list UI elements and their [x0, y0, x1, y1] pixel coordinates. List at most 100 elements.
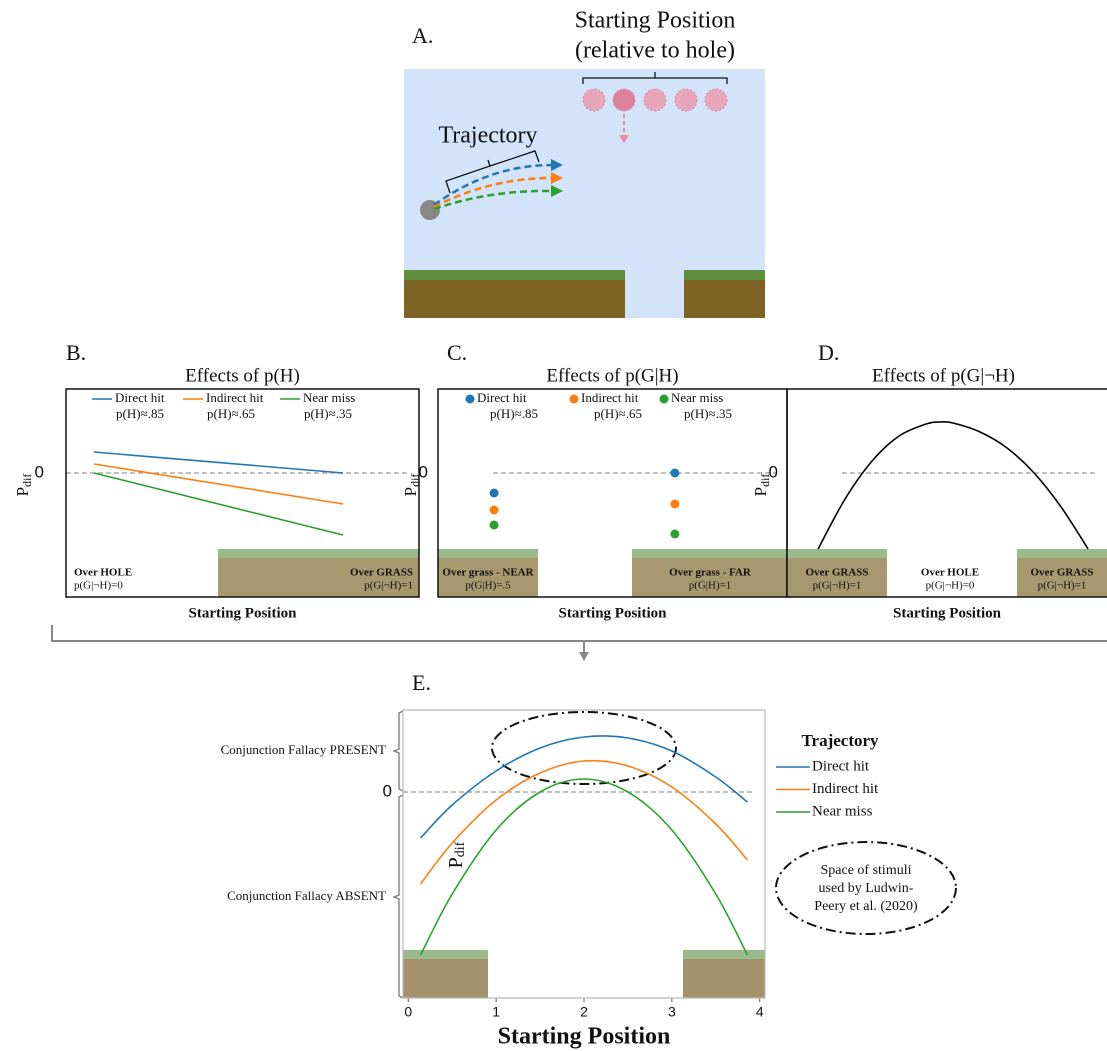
legend-label: Near miss	[671, 390, 723, 405]
legend-swatch	[660, 395, 669, 404]
annotation: p(G|¬H)=1	[364, 580, 413, 592]
legend-swatch	[570, 395, 579, 404]
x-tick-label: 4	[756, 1004, 764, 1020]
grass	[438, 549, 538, 558]
y-axis-label: Pdif	[13, 474, 34, 497]
point	[670, 469, 679, 478]
series-line	[94, 473, 343, 535]
y-axis-label-main: P	[401, 487, 420, 496]
legend-label: Direct hit	[812, 758, 870, 774]
legend-note: p(H)≈.35	[684, 406, 732, 421]
figure: A. Starting Position (relative to hole) …	[0, 0, 1107, 1051]
grass	[632, 549, 787, 558]
annotation: p(G|¬H)=1	[1038, 580, 1087, 592]
point	[670, 500, 679, 509]
annotation: p(G|¬H)=0	[926, 580, 975, 592]
series-line	[421, 779, 748, 955]
y-tick-label: 0	[35, 462, 44, 481]
y-axis-label-main: P	[751, 487, 770, 496]
x-tick-label: 2	[580, 1004, 588, 1020]
annotation: Starting Position	[575, 8, 736, 34]
annotation: Over GRASS	[1030, 567, 1093, 579]
annotation: Over grass - NEAR	[442, 567, 534, 579]
y-axis-label-subscript: dif	[408, 474, 422, 487]
x-axis-label: Starting Position	[189, 605, 298, 621]
point	[490, 506, 499, 515]
point	[490, 489, 499, 498]
annotation: p(G|H)=1	[689, 580, 732, 592]
panel-label: D.	[818, 340, 839, 365]
note: Peery et al. (2020)	[814, 899, 918, 914]
annotation: p(G|H)=.5	[465, 580, 511, 592]
legend-label: Near miss	[812, 803, 873, 819]
annotation: p(G|¬H)=1	[813, 580, 862, 592]
x-axis-label: Starting Position	[498, 1024, 671, 1050]
y-axis-label: Pdif	[445, 841, 469, 868]
start-position	[705, 89, 727, 111]
annotation: (relative to hole)	[575, 38, 735, 64]
note: Space of stimuli	[821, 863, 912, 878]
arrowhead	[579, 652, 589, 661]
y-axis-label: Pdif	[401, 474, 422, 497]
grass	[403, 950, 488, 959]
legend-label: Indirect hit	[812, 781, 879, 797]
annotation: Over HOLE	[921, 567, 979, 579]
start-position	[583, 89, 605, 111]
y-axis-label-subscript: dif	[453, 841, 468, 857]
x-axis-label: Starting Position	[559, 605, 668, 621]
legend-label: Direct hit	[115, 390, 165, 405]
legend-label: Near miss	[303, 390, 355, 405]
start-position	[644, 89, 666, 111]
x-tick-label: 1	[492, 1004, 500, 1020]
annotation: Conjunction Fallacy PRESENT	[221, 742, 386, 757]
legend-note: p(H)≈.65	[594, 406, 642, 421]
annotation: p(G|¬H)=0	[74, 580, 123, 592]
grass	[787, 549, 887, 558]
y-axis-label-subscript: dif	[758, 474, 772, 487]
soil	[684, 280, 765, 318]
chart-title: Effects of p(G|¬H)	[872, 365, 1015, 386]
chart-title: Effects of p(H)	[185, 365, 300, 386]
annotation: Trajectory	[438, 123, 537, 149]
legend-label: Indirect hit	[206, 390, 264, 405]
y-axis-label-subscript: dif	[20, 474, 34, 487]
grass	[683, 950, 765, 959]
legend-note: p(H)≈.85	[490, 406, 538, 421]
legend-note: p(H)≈.85	[116, 406, 164, 421]
panel-label: E.	[412, 670, 431, 695]
bracket	[394, 711, 403, 998]
legend-label: Direct hit	[477, 390, 527, 405]
legend-title: Trajectory	[801, 731, 879, 750]
panel-label: B.	[66, 340, 86, 365]
note: used by Ludwin-	[819, 881, 914, 896]
panel-label: A.	[412, 23, 433, 48]
x-tick-label: 3	[668, 1004, 676, 1020]
legend-label: Indirect hit	[581, 390, 639, 405]
y-axis-label-main: P	[13, 487, 32, 496]
annotation: Over HOLE	[74, 567, 132, 579]
annotation: Over GRASS	[805, 567, 868, 579]
grass	[218, 549, 419, 558]
start-position	[675, 89, 697, 111]
panel-a: A. Starting Position (relative to hole) …	[404, 8, 765, 319]
ground	[403, 959, 488, 998]
point	[490, 521, 499, 530]
start-position	[613, 89, 635, 111]
series-line	[421, 736, 748, 838]
point	[670, 530, 679, 539]
grass	[404, 270, 625, 280]
series-line	[818, 422, 1088, 549]
legend-note: p(H)≈.35	[304, 406, 352, 421]
chart-title: Effects of p(G|H)	[546, 365, 678, 386]
x-axis-label: Starting Position	[893, 605, 1002, 621]
y-axis-label-main: P	[445, 857, 467, 868]
annotation: Conjunction Fallacy ABSENT	[227, 888, 386, 903]
legend-note: p(H)≈.65	[207, 406, 255, 421]
x-tick-label: 0	[404, 1004, 412, 1020]
page: A. Starting Position (relative to hole) …	[0, 0, 1107, 1051]
annotation: Over grass - FAR	[669, 567, 752, 579]
y-axis-label: Pdif	[751, 474, 772, 497]
ground	[683, 959, 765, 998]
legend-swatch	[466, 395, 475, 404]
annotation: Over GRASS	[350, 567, 413, 579]
